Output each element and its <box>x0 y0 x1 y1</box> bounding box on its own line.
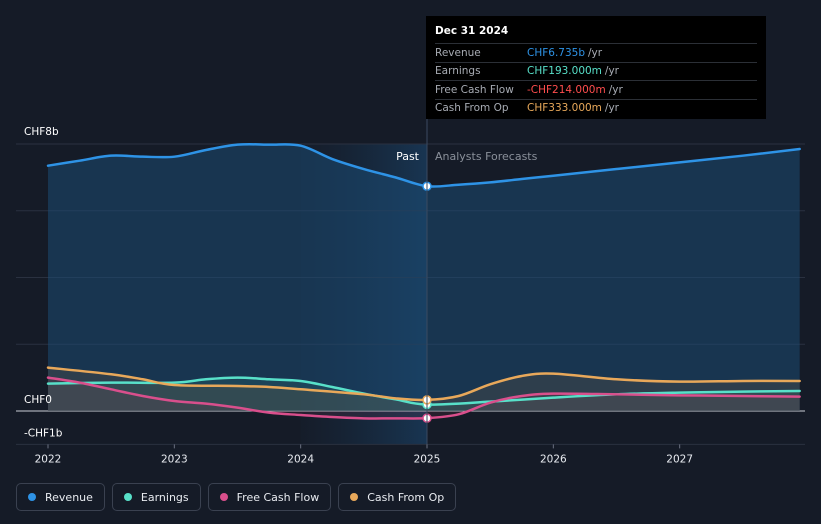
tooltip-date: Dec 31 2024 <box>435 25 509 37</box>
legend: Revenue Earnings Free Cash Flow Cash Fro… <box>16 483 457 511</box>
y-label-bottom: -CHF1b <box>24 427 63 439</box>
x-tick-label: 2026 <box>540 453 567 465</box>
tooltip-unit: /yr <box>604 102 619 115</box>
tooltip-row-free-cash-flow: Free Cash Flow -CHF214.000m /yr <box>435 80 757 99</box>
tooltip-label: Cash From Op <box>435 102 509 115</box>
tooltip-row-earnings: Earnings CHF193.000m /yr <box>435 61 757 81</box>
tooltip-value: CHF6.735b <box>527 46 585 59</box>
tooltip-unit: /yr <box>604 65 619 78</box>
y-label-top: CHF8b <box>24 126 59 138</box>
legend-label: Free Cash Flow <box>236 490 320 504</box>
free-cash-flow-dot-icon <box>219 493 228 501</box>
legend-label: Cash From Op <box>367 490 445 504</box>
tooltip-row-cash-from-op: Cash From Op CHF333.000m /yr <box>435 98 757 118</box>
legend-item-earnings[interactable]: Earnings <box>111 483 201 511</box>
tooltip-value: CHF193.000m <box>527 65 602 78</box>
legend-item-revenue[interactable]: Revenue <box>16 483 105 511</box>
legend-item-free-cash-flow[interactable]: Free Cash Flow <box>207 483 332 511</box>
tooltip-unit: /yr <box>608 83 623 96</box>
tooltip-label: Free Cash Flow <box>435 83 514 96</box>
legend-label: Revenue <box>45 490 93 504</box>
past-label: Past <box>396 150 420 163</box>
tooltip-row-revenue: Revenue CHF6.735b /yr <box>435 43 757 62</box>
x-tick-label: 2024 <box>287 453 314 465</box>
revenue-line <box>46 142 801 188</box>
cash-from-op-line <box>46 366 801 402</box>
tooltip-value: -CHF214.000m <box>527 83 606 96</box>
cash-from-op-area <box>48 367 800 411</box>
tooltip: Dec 31 2024 Revenue CHF6.735b /yr Earnin… <box>426 16 766 119</box>
legend-item-cash-from-op[interactable]: Cash From Op <box>338 483 457 511</box>
chart: Past Analysts Forecasts CHF8b CHF0 -CHF1… <box>16 118 805 465</box>
free-cash-flow-line <box>46 376 801 420</box>
forecast-label: Analysts Forecasts <box>435 150 538 163</box>
earnings-dot-icon <box>123 493 132 501</box>
x-tick-label: 2022 <box>35 453 62 465</box>
tooltip-unit: /yr <box>588 46 603 59</box>
x-tick-label: 2023 <box>161 453 188 465</box>
x-tick-label: 2027 <box>666 453 693 465</box>
y-label-zero: CHF0 <box>24 394 52 406</box>
revenue-dot-icon <box>28 493 36 501</box>
tooltip-label: Earnings <box>435 65 481 78</box>
x-tick-label: 2025 <box>414 453 441 465</box>
tooltip-label: Revenue <box>435 46 481 59</box>
legend-label: Earnings <box>140 490 189 504</box>
tooltip-value: CHF333.000m <box>527 102 602 115</box>
cash-from-op-dot-icon <box>350 493 359 501</box>
revenue-area <box>48 144 800 411</box>
